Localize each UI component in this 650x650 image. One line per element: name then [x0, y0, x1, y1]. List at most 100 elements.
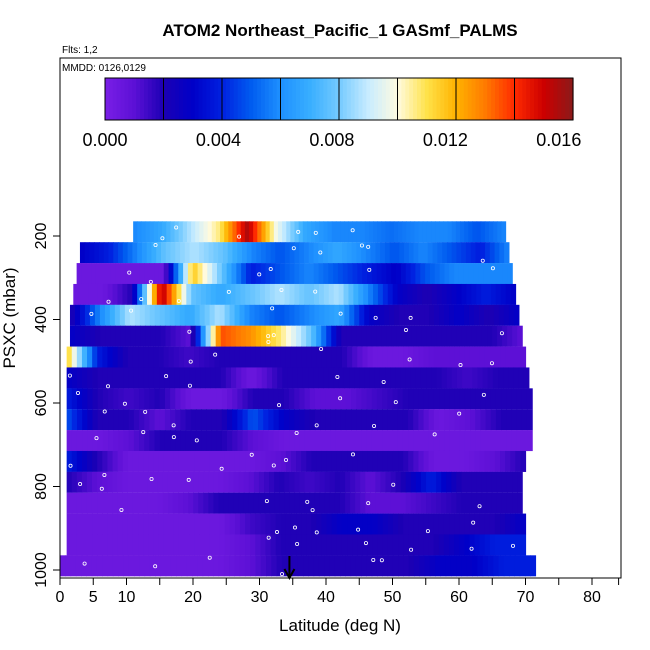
- heatmap-cell: [133, 367, 140, 389]
- heatmap-cell: [316, 513, 323, 535]
- heatmap-cell: [71, 430, 78, 452]
- heatmap-cell: [69, 304, 76, 326]
- heatmap-cell: [372, 513, 379, 535]
- heatmap-cell: [346, 325, 352, 347]
- heatmap-cell: [97, 388, 104, 410]
- heatmap-cell: [229, 450, 236, 472]
- heatmap-cell: [351, 430, 357, 452]
- heatmap-cell: [237, 409, 244, 431]
- heatmap-cell: [221, 409, 228, 431]
- sample-point: [477, 504, 482, 509]
- sample-point: [187, 329, 192, 334]
- heatmap-cell: [443, 450, 450, 472]
- heatmap-cell: [117, 513, 124, 535]
- heatmap-cell: [494, 242, 500, 264]
- heatmap-cell: [142, 283, 148, 305]
- heatmap-cell: [224, 513, 231, 535]
- heatmap-cell: [403, 513, 409, 535]
- heatmap-cell: [413, 388, 419, 410]
- heatmap-cell: [403, 534, 409, 556]
- heatmap-cell: [284, 283, 291, 305]
- heatmap-cell: [211, 388, 218, 410]
- heatmap-cell: [323, 242, 329, 264]
- sample-point: [237, 234, 242, 239]
- heatmap-cell: [100, 325, 106, 347]
- heatmap-cell: [178, 450, 185, 472]
- heatmap-cell: [521, 388, 528, 410]
- heatmap-cell: [362, 263, 368, 285]
- heatmap-cell: [405, 367, 412, 389]
- x-tick-label: 40: [317, 589, 335, 606]
- colorbar-segment: [183, 78, 188, 120]
- heatmap-cell: [275, 450, 282, 472]
- heatmap-cell: [155, 555, 161, 577]
- sample-point: [76, 390, 81, 395]
- heatmap-cell: [183, 346, 190, 368]
- colorbar-segment: [413, 78, 418, 120]
- heatmap-cell: [501, 430, 507, 452]
- colorbar-segment: [526, 78, 531, 120]
- heatmap-cell: [190, 325, 197, 347]
- heatmap-cell: [308, 263, 315, 285]
- heatmap-cell: [364, 367, 371, 389]
- heatmap-cell: [203, 492, 209, 514]
- heatmap-cell: [520, 346, 527, 368]
- heatmap-cell: [313, 263, 320, 285]
- heatmap-cell: [299, 242, 305, 264]
- heatmap-cell: [242, 409, 249, 431]
- heatmap-cell: [402, 388, 409, 410]
- heatmap-cell: [507, 263, 513, 285]
- heatmap-cell: [211, 430, 218, 452]
- heatmap-cell: [214, 513, 221, 535]
- heatmap-cell: [166, 283, 173, 305]
- heatmap-cell: [326, 325, 332, 347]
- heatmap-cell: [299, 304, 305, 326]
- heatmap-cell: [280, 534, 287, 556]
- heatmap-cell: [173, 450, 180, 472]
- heatmap-cell: [123, 388, 130, 410]
- heatmap-cell: [207, 221, 213, 243]
- heatmap-cell: [205, 283, 212, 305]
- heatmap-cell: [414, 304, 420, 326]
- heatmap-cell: [399, 304, 405, 326]
- heatmap-cell: [524, 555, 531, 577]
- heatmap-cell: [176, 283, 182, 305]
- heatmap-cell: [433, 346, 440, 368]
- heatmap-cell: [117, 346, 124, 368]
- heatmap-cell: [92, 367, 99, 389]
- heatmap-cell: [168, 346, 175, 368]
- heatmap-cell: [464, 388, 471, 410]
- heatmap-cell: [459, 513, 465, 535]
- heatmap-cell: [185, 325, 192, 347]
- colorbar-segment: [366, 78, 371, 120]
- heatmap-cell: [153, 534, 160, 556]
- heatmap-cell: [526, 409, 533, 431]
- heatmap-cell: [451, 471, 457, 493]
- heatmap-cell: [215, 325, 222, 347]
- heatmap-cell: [428, 450, 435, 472]
- heatmap-cell: [414, 221, 420, 243]
- heatmap-cell: [151, 283, 158, 305]
- heatmap-cell: [218, 242, 224, 264]
- heatmap-cell: [178, 263, 184, 285]
- heatmap-cell: [241, 263, 247, 285]
- heatmap-cell: [423, 346, 430, 368]
- heatmap-cell: [117, 471, 123, 493]
- sample-point: [264, 499, 269, 504]
- heatmap-cell: [84, 242, 91, 264]
- heatmap-cell: [99, 304, 106, 326]
- heatmap-cell: [423, 242, 429, 264]
- colorbar-segment: [327, 78, 332, 120]
- heatmap-cell: [395, 492, 402, 514]
- heatmap-cell: [100, 263, 107, 285]
- heatmap-cell: [123, 430, 130, 452]
- heatmap-cell: [512, 492, 518, 514]
- heatmap-cell: [523, 367, 530, 389]
- heatmap-cell: [294, 492, 301, 514]
- heatmap-cell: [232, 388, 238, 410]
- heatmap-cell: [439, 221, 445, 243]
- heatmap-cell: [479, 450, 486, 472]
- heatmap-cell: [493, 304, 500, 326]
- heatmap-cell: [122, 283, 128, 305]
- heatmap-cell: [345, 555, 352, 577]
